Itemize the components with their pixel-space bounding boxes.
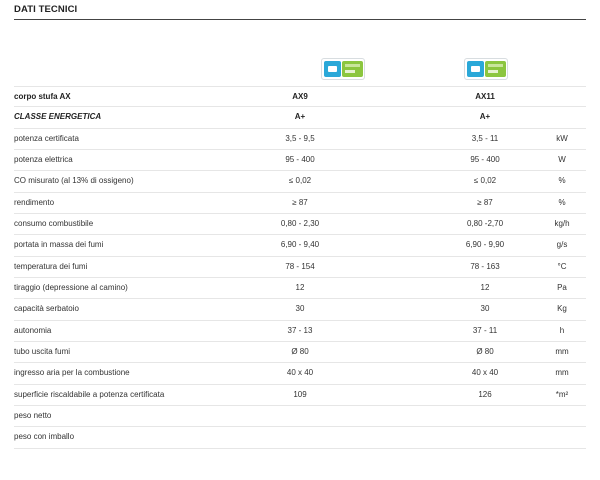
row-unit: kg/h <box>554 218 570 228</box>
table-row: capacità serbatoio 30 30 Kg <box>14 299 586 321</box>
table-row: tiraggio (depressione al camino) 12 12 Pa <box>14 278 586 300</box>
row-label: autonomia <box>14 325 52 335</box>
energy-label-green-panel <box>342 61 363 77</box>
energy-label-icon <box>321 58 365 80</box>
row-value-ax9: Ø 80 <box>291 346 309 356</box>
table-row: autonomia 37 - 13 37 - 11 h <box>14 321 586 342</box>
energy-label-blue-panel <box>324 61 341 77</box>
row-value-ax9: ≤ 0,02 <box>288 176 312 186</box>
table-row: tubo uscita fumi Ø 80 Ø 80 mm <box>14 342 586 364</box>
row-unit: *m² <box>555 389 569 399</box>
table-row: potenza certificata 3,5 - 9,5 3,5 - 11 kW <box>14 129 586 150</box>
row-value-ax11: 37 - 11 <box>472 325 498 335</box>
energy-class-ax9: A+ <box>294 112 306 122</box>
row-label: CO misurato (al 13% di ossigeno) <box>14 176 134 186</box>
row-label: potenza elettrica <box>14 154 73 164</box>
title-divider <box>14 19 586 20</box>
table-header-row: corpo stufa AX AX9 AX11 <box>14 86 586 108</box>
table-row: peso con imballo <box>14 427 586 449</box>
row-value-ax9: 30 <box>295 304 305 314</box>
row-value-ax9: 109 <box>293 389 307 399</box>
table-row: temperatura dei fumi 78 - 154 78 - 163 °C <box>14 257 586 278</box>
row-value-ax11: 126 <box>478 389 492 399</box>
energy-label-green-panel <box>485 61 506 77</box>
row-unit: °C <box>557 261 567 271</box>
energy-class-row: CLASSE ENERGETICA A+ A+ <box>14 107 586 129</box>
row-value-ax11: ≤ 0,02 <box>473 176 497 186</box>
row-label: peso netto <box>14 410 52 420</box>
table-row: portata in massa dei fumi 6,90 - 9,40 6,90… <box>14 235 586 257</box>
row-label: temperatura dei fumi <box>14 261 88 271</box>
row-value-ax9: ≥ 87 <box>292 197 308 207</box>
row-unit: h <box>559 325 565 335</box>
row-unit: Kg <box>557 304 567 314</box>
row-value-ax11: 30 <box>480 304 490 314</box>
row-value-ax9: 37 - 13 <box>287 325 313 335</box>
row-value-ax9: 6,90 - 9,40 <box>280 240 320 250</box>
row-label: capacità serbatoio <box>14 304 79 314</box>
row-value-ax9: 0,80 - 2,30 <box>280 218 320 228</box>
row-value-ax11: 95 - 400 <box>470 154 500 164</box>
row-label: rendimento <box>14 197 55 207</box>
row-label: potenza certificata <box>14 133 79 143</box>
table-row: superficie riscaldabile a potenza certif… <box>14 385 586 406</box>
table-row: potenza elettrica 95 - 400 95 - 400 W <box>14 150 586 172</box>
row-value-ax11: 40 x 40 <box>471 368 499 378</box>
row-label: tubo uscita fumi <box>14 346 71 356</box>
energy-label-blue-panel <box>467 61 484 77</box>
row-label: tiraggio (depressione al camino) <box>14 282 128 292</box>
table-row: ingresso aria per la combustione 40 x 40 4… <box>14 363 586 385</box>
row-label: ingresso aria per la combustione <box>14 368 130 378</box>
row-value-ax11: 78 - 163 <box>470 261 500 271</box>
row-unit: mm <box>555 368 569 378</box>
row-value-ax11: 12 <box>480 282 490 292</box>
row-unit: mm <box>555 346 569 356</box>
row-value-ax11: ≥ 87 <box>477 197 493 207</box>
table-row: peso netto <box>14 406 586 428</box>
row-unit: W <box>558 154 566 164</box>
row-unit: % <box>558 176 566 186</box>
row-value-ax9: 40 x 40 <box>286 368 314 378</box>
header-label: corpo stufa AX <box>14 92 71 101</box>
row-label: consumo combustibile <box>14 218 94 228</box>
energy-class-ax11: A+ <box>479 112 491 122</box>
row-unit: kW <box>556 133 568 143</box>
table-row: consumo combustibile 0,80 - 2,30 0,80 -2,7… <box>14 214 586 236</box>
row-unit: % <box>558 197 566 207</box>
spec-table: corpo stufa AX AX9 AX11 CLASSE ENERGETIC… <box>14 86 586 449</box>
row-unit: Pa <box>557 282 567 292</box>
table-row: CO misurato (al 13% di ossigeno) ≤ 0,02 ≤ … <box>14 171 586 193</box>
section-title: DATI TECNICI <box>14 4 78 15</box>
row-value-ax9: 3,5 - 9,5 <box>285 133 315 143</box>
energy-labels-row <box>0 58 600 84</box>
table-row: rendimento ≥ 87 ≥ 87% <box>14 193 586 214</box>
row-value-ax11: 3,5 - 11 <box>471 133 499 143</box>
row-unit: g/s <box>556 240 568 250</box>
row-value-ax9: 95 - 400 <box>285 154 315 164</box>
header-model-ax11: AX11 <box>475 92 495 101</box>
row-label: peso con imballo <box>14 432 75 442</box>
row-value-ax9: 78 - 154 <box>285 261 315 271</box>
energy-class-label: CLASSE ENERGETICA <box>14 112 102 122</box>
row-label: superficie riscaldabile a potenza certif… <box>14 389 165 399</box>
row-value-ax11: 0,80 -2,70 <box>466 218 504 228</box>
row-value-ax11: 6,90 - 9,90 <box>465 240 505 250</box>
row-value-ax11: Ø 80 <box>476 346 494 356</box>
row-label: portata in massa dei fumi <box>14 240 104 250</box>
header-model-ax9: AX9 <box>292 92 308 101</box>
energy-label-icon <box>464 58 508 80</box>
row-value-ax9: 12 <box>295 282 305 292</box>
